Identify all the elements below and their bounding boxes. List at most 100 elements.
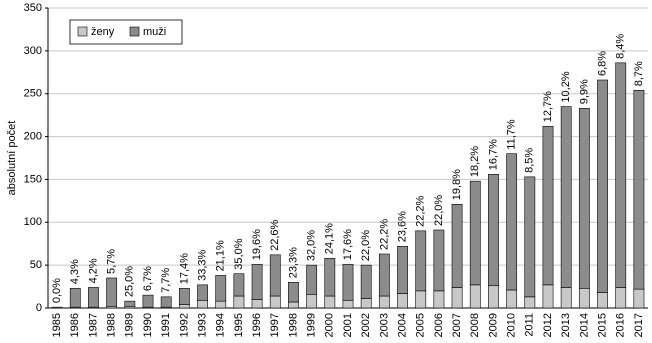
x-tick-label: 2017	[633, 313, 645, 337]
bar-segment	[560, 287, 572, 309]
x-tick-label: 2003	[378, 313, 390, 337]
bar-segment	[597, 292, 608, 309]
share-label: 17,4%	[178, 253, 190, 284]
legend-swatch	[129, 26, 140, 37]
share-label: 0,0%	[51, 278, 63, 303]
bar-segment	[342, 299, 354, 309]
bar-segment	[269, 254, 281, 297]
bar-segment	[415, 290, 427, 309]
share-label: 8,7%	[633, 61, 645, 86]
bar-segment	[106, 277, 118, 307]
bar-segment	[542, 125, 554, 286]
share-label: 22,2%	[378, 219, 390, 250]
bar-segment	[451, 287, 463, 309]
share-label: 22,6%	[269, 219, 281, 250]
bar-segment	[415, 230, 427, 292]
share-label: 19,8%	[451, 169, 463, 200]
x-tick-label: 2014	[578, 313, 590, 337]
legend-box	[69, 19, 183, 45]
y-tick-label: 350	[24, 2, 42, 14]
share-label: 24,1%	[324, 223, 336, 254]
x-tick-label: 2016	[615, 313, 627, 337]
x-tick-label: 2004	[396, 313, 408, 337]
share-label: 25,0%	[124, 266, 136, 297]
bar-segment	[542, 284, 554, 309]
bar-segment	[324, 295, 336, 309]
bar-segment	[397, 293, 408, 309]
share-label: 16,7%	[487, 139, 499, 170]
bar-segment	[124, 300, 136, 307]
share-label: 19,6%	[251, 229, 263, 260]
share-label: 5,7%	[106, 249, 118, 274]
x-tick-label: 2010	[506, 313, 518, 337]
bar-segment	[597, 79, 608, 293]
x-tick-label: 1999	[306, 313, 318, 337]
bar-segment	[469, 284, 481, 309]
bar-segment	[524, 176, 536, 298]
share-label: 23,6%	[396, 211, 408, 242]
bar-segment	[488, 173, 499, 287]
bar-segment	[433, 290, 445, 309]
bar-segment	[451, 203, 463, 288]
legend-label: ženy	[91, 26, 115, 38]
x-tick-label: 1991	[160, 313, 172, 337]
share-label: 9,9%	[578, 79, 590, 104]
share-label: 33,3%	[196, 249, 208, 280]
bar-segment	[397, 245, 408, 294]
bar-segment	[269, 295, 281, 309]
bar-segment	[288, 281, 299, 303]
bar-segment	[506, 153, 518, 291]
x-tick-label: 1986	[69, 313, 81, 337]
bar-segment	[524, 296, 536, 309]
share-label: 7,7%	[160, 268, 172, 293]
bar-segment	[324, 257, 336, 297]
bar-segment	[197, 299, 208, 309]
x-tick-label: 1990	[142, 313, 154, 337]
x-tick-label: 1997	[269, 313, 281, 337]
x-tick-label: 1992	[178, 313, 190, 337]
x-tick-label: 1989	[124, 313, 136, 337]
share-label: 22,0%	[433, 195, 445, 226]
bar-segment	[251, 299, 263, 309]
bar-segment	[69, 287, 81, 308]
x-tick-label: 2001	[342, 313, 354, 337]
share-label: 22,2%	[415, 195, 427, 226]
y-tick-label: 300	[24, 45, 42, 57]
x-tick-label: 1988	[106, 313, 118, 337]
bar-segment	[51, 306, 63, 309]
bar-segment	[560, 106, 572, 288]
share-label: 12,7%	[542, 91, 554, 122]
bar-segment	[233, 273, 245, 297]
x-tick-label: 2013	[560, 313, 572, 337]
bar-segment	[615, 287, 627, 309]
y-tick-label: 0	[36, 302, 42, 314]
bar-segment	[88, 287, 99, 308]
share-label: 35,0%	[233, 238, 245, 269]
share-label: 22,0%	[360, 230, 372, 261]
bar-segment	[633, 89, 645, 290]
x-tick-label: 2015	[596, 313, 608, 337]
x-tick-label: 2009	[487, 313, 499, 337]
bar-segment	[215, 275, 227, 302]
bar-segment	[615, 62, 627, 288]
bar-segment	[142, 294, 154, 308]
x-tick-label: 2011	[524, 313, 536, 337]
bar-segment	[633, 288, 645, 309]
x-tick-label: 2007	[451, 313, 463, 337]
x-tick-label: 1987	[87, 313, 99, 337]
share-label: 4,3%	[69, 259, 81, 284]
bar-segment	[197, 284, 208, 301]
bar-segment	[215, 300, 227, 309]
bar-segment	[578, 287, 590, 309]
bar-segment	[178, 287, 190, 305]
y-tick-label: 100	[24, 216, 42, 228]
share-label: 8,4%	[615, 34, 627, 59]
bar-segment	[342, 263, 354, 301]
share-label: 21,1%	[215, 240, 227, 271]
bar-segment	[578, 107, 590, 289]
bar-segment	[360, 264, 372, 299]
bar-segment	[233, 295, 245, 309]
x-tick-label: 2002	[360, 313, 372, 337]
share-label: 23,3%	[287, 247, 299, 278]
